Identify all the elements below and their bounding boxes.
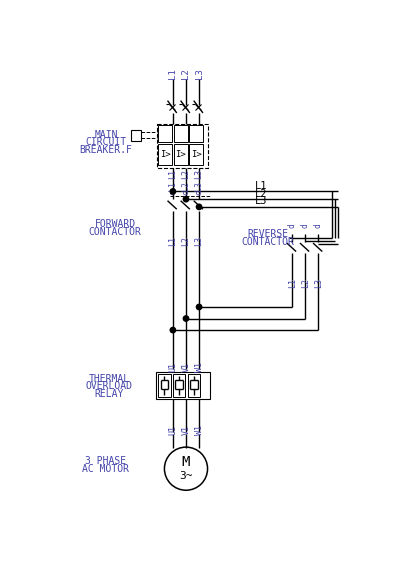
Text: I>: I> xyxy=(191,150,201,159)
Text: L3: L3 xyxy=(194,236,204,246)
Text: W1: W1 xyxy=(194,425,204,435)
Text: CONTACTOR: CONTACTOR xyxy=(241,237,294,246)
Text: L2: L2 xyxy=(181,236,191,246)
Text: I>: I> xyxy=(160,150,171,159)
Text: L2: L2 xyxy=(181,68,191,79)
Text: cL3: cL3 xyxy=(194,181,204,195)
Text: L3: L3 xyxy=(194,68,204,79)
Text: d: d xyxy=(301,224,310,228)
Text: L1: L1 xyxy=(288,278,297,288)
Text: L2: L2 xyxy=(181,169,191,179)
Circle shape xyxy=(183,196,189,202)
Text: L1: L1 xyxy=(168,169,177,179)
Text: U1: U1 xyxy=(168,425,177,435)
Text: OVERLOAD: OVERLOAD xyxy=(86,381,132,391)
Text: FORWARD: FORWARD xyxy=(94,219,136,229)
Text: V1: V1 xyxy=(181,362,191,372)
Text: cL2: cL2 xyxy=(181,181,191,195)
Text: RELAY: RELAY xyxy=(94,389,123,399)
Circle shape xyxy=(170,189,176,194)
Text: L1: L1 xyxy=(168,236,177,246)
Text: d: d xyxy=(288,224,297,228)
Text: L1: L1 xyxy=(168,68,177,79)
Circle shape xyxy=(197,204,202,209)
Text: V1: V1 xyxy=(181,425,191,435)
Text: MAIN: MAIN xyxy=(94,130,118,139)
Text: THERMAL: THERMAL xyxy=(89,374,129,384)
Text: AC MOTOR: AC MOTOR xyxy=(82,464,129,473)
Text: L2: L2 xyxy=(301,278,310,288)
Text: CONTACTOR: CONTACTOR xyxy=(89,226,142,237)
Text: cL1: cL1 xyxy=(168,181,177,195)
Circle shape xyxy=(197,304,202,310)
Text: L3: L3 xyxy=(255,196,268,207)
Circle shape xyxy=(183,316,189,321)
Text: BREAKER.F: BREAKER.F xyxy=(79,145,132,155)
Text: 3 PHASE: 3 PHASE xyxy=(85,456,126,466)
Text: M: M xyxy=(182,455,190,469)
Text: U1: U1 xyxy=(168,362,177,372)
Text: W1: W1 xyxy=(194,362,204,372)
Text: L1: L1 xyxy=(255,181,268,191)
Text: CIRCUIT: CIRCUIT xyxy=(85,137,126,147)
Text: L3: L3 xyxy=(314,278,323,288)
Text: L3: L3 xyxy=(194,169,204,179)
Text: L2: L2 xyxy=(255,189,268,199)
Text: REVERSE: REVERSE xyxy=(247,229,288,239)
Text: I>: I> xyxy=(175,150,186,159)
Circle shape xyxy=(170,327,176,333)
Text: 3~: 3~ xyxy=(179,471,193,481)
Text: d: d xyxy=(314,224,323,228)
